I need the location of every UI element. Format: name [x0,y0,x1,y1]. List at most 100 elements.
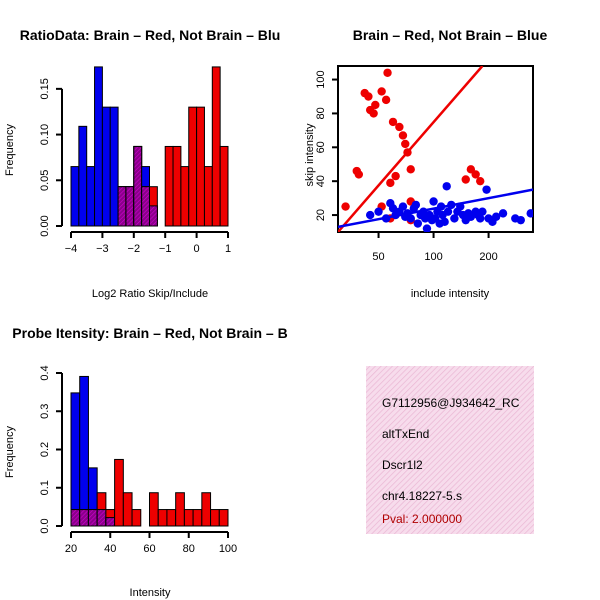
ratio-y-tick-label: 0.00 [39,215,51,236]
scatter-point-brain [406,165,415,174]
scatter-point-brain [395,122,404,132]
ratio-bar-brain [203,166,213,227]
probe-bar-brain [175,492,185,527]
ratio-y-tick-label: 0.05 [39,170,51,191]
probe-histogram-title: Probe Itensity: Brain – Red, Not Brain –… [12,325,287,341]
ratio-bar-brain [180,166,190,227]
scatter-marks [338,66,533,232]
scatter-xlabel: include intensity [411,288,490,300]
probe-x-tick-label: 40 [104,543,116,555]
intensity-scatter: Brain – Red, Not Brain – Blue 50 100 200 20… [304,27,547,300]
ratio-bar-overlap [141,186,150,227]
scatter-point-notbrain [491,212,501,221]
probe-y-tick-label: 0.2 [39,442,51,457]
scatter-point-notbrain [498,209,508,218]
scatter-point-notbrain [429,197,438,206]
scatter-x-tick-label: 50 [372,251,384,263]
scatter-point-brain [371,100,380,110]
probe-intensity-histogram: Probe Itensity: Brain – Red, Not Brain –… [4,325,288,599]
scatter-y-tick-label: 40 [315,175,327,187]
probe-y-tick-label: 0.0 [39,518,51,533]
probe-histogram-ylabel: Frequency [4,426,16,478]
info-location: chr4.18227-5.s [382,489,462,503]
ratio-x-tick-label: 0 [194,243,200,255]
probe-bar-brain [114,458,124,527]
scatter-point-notbrain [411,200,421,210]
probe-bar-brain [210,509,220,527]
ratio-histogram-axes: −4 −3 −2 −1 0 1 0.00 0.05 0.10 0.15 [39,78,231,255]
probe-bar-brain [166,509,177,527]
scatter-point-notbrain [413,219,423,228]
ratio-histogram-xlabel: Log2 Ratio Skip/Include [92,288,208,300]
scatter-point-brain [476,176,485,186]
ratio-x-tick-label: −4 [65,243,78,255]
scatter-point-brain [383,68,392,77]
ratio-x-tick-label: −1 [159,243,172,255]
probe-bar-brain [131,509,142,527]
ratio-histogram-ylabel: Frequency [4,124,16,176]
scatter-point-brain [391,171,400,181]
info-panel: G7112956@J934642_RC altTxEnd Dscr1l2 chr… [366,366,534,534]
scatter-point-notbrain [422,224,432,232]
scatter-axes: 50 100 200 20 40 60 80 100 [315,70,498,263]
ratio-bar-notbrain [78,125,88,227]
scatter-point-brain [388,117,398,127]
ratio-x-tick-label: −2 [128,243,141,255]
info-gene-name: Dscr1l2 [382,458,423,472]
scatter-point-brain [471,170,480,179]
ratio-bar-overlap [149,205,158,227]
ratio-bar-notbrain [94,66,103,227]
scatter-point-notbrain [398,202,408,211]
scatter-ylabel: skip intensity [304,123,316,186]
ratio-bar-brain [196,106,205,227]
scatter-point-brain [401,139,410,149]
probe-bar-overlap [70,509,81,527]
scatter-y-tick-label: 60 [315,141,327,153]
scatter-plot-frame [337,65,534,233]
ratio-bar-brain [188,106,198,227]
probe-histogram-xlabel: Intensity [130,587,171,599]
probe-bar-brain [149,492,159,527]
probe-histogram-axes: 20 40 60 80 100 0.0 0.1 0.2 0.3 0.4 [39,365,237,555]
probe-bar-brain [122,492,133,527]
scatter-point-notbrain [526,209,533,218]
probe-bar-brain [192,509,203,527]
probe-bar-notbrain [70,392,81,527]
scatter-x-tick-label: 100 [424,251,442,263]
probe-y-tick-label: 0.4 [39,365,51,380]
probe-bar-brain [183,509,194,527]
ratio-histogram-title: RatioData: Brain – Red, Not Brain – Blu [20,27,281,43]
ratio-bar-overlap [125,186,135,227]
scatter-point-notbrain [406,214,415,223]
ratio-bar-brain [211,66,221,227]
scatter-point-brain [369,109,378,118]
scatter-point-brain [354,170,364,179]
ratio-bar-brain [164,145,174,227]
scatter-point-notbrain [388,204,398,213]
ratio-x-tick-label: −3 [96,243,109,255]
info-probe-id: G7112956@J934642_RC [382,396,520,410]
ratio-bar-notbrain [101,106,111,227]
probe-x-tick-label: 100 [219,543,237,555]
scatter-point-brain [381,95,391,105]
probe-bar-overlap [105,517,116,527]
probe-bar-brain [201,492,212,527]
scatter-point-notbrain [478,207,487,216]
scatter-point-notbrain [365,210,375,220]
probe-bar-brain [157,509,168,527]
ratio-bar-brain [219,145,229,227]
scatter-point-notbrain [443,207,453,216]
probe-x-tick-label: 60 [143,543,155,555]
scatter-y-tick-label: 20 [315,209,327,221]
scatter-point-notbrain [482,185,491,194]
scatter-x-tick-label: 200 [479,251,497,263]
scatter-title: Brain – Red, Not Brain – Blue [353,27,548,43]
scatter-point-brain [386,178,395,188]
scatter-point-brain [461,175,470,184]
probe-bar-notbrain [79,375,89,527]
probe-bar-brain [218,509,229,527]
info-panel-background [366,366,534,534]
ratio-y-tick-label: 0.10 [39,124,51,145]
probe-y-tick-label: 0.3 [39,404,51,419]
